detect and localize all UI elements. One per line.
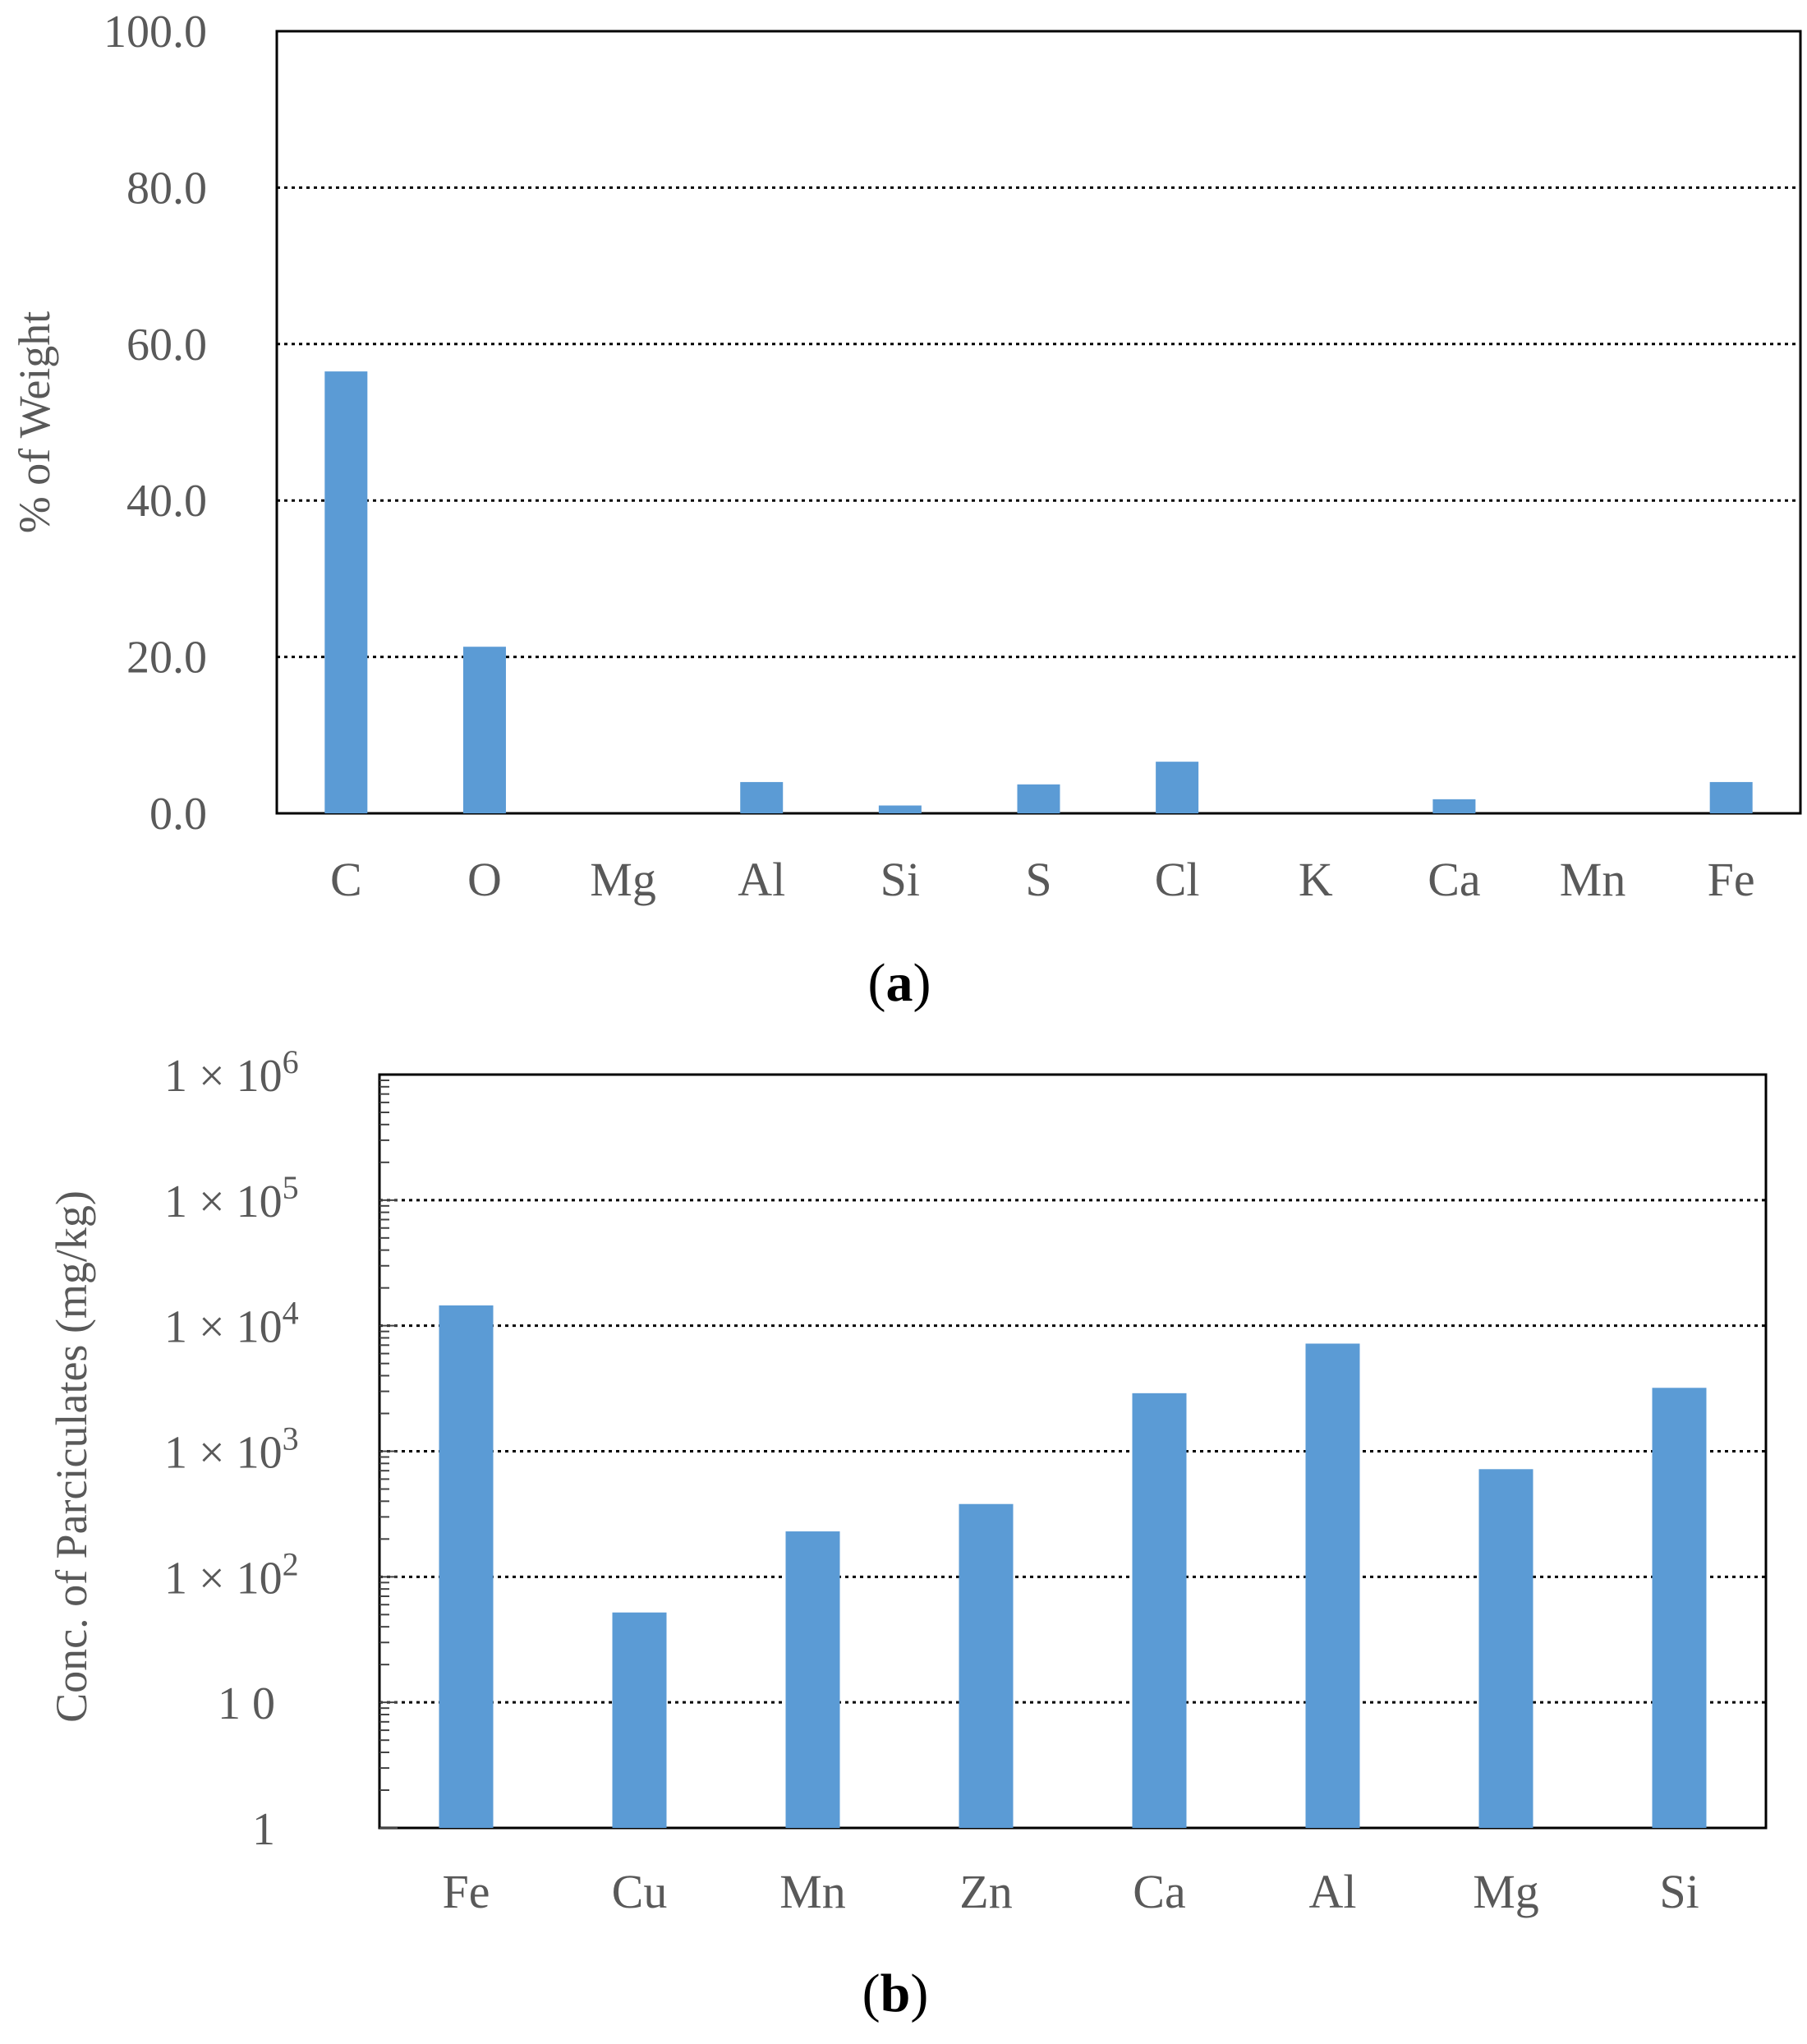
y-tick-label-b: 1 × 105	[164, 1169, 299, 1227]
y-tick-base: 1 × 10	[164, 1176, 283, 1227]
y-tick-label-b: 1	[252, 1804, 275, 1855]
x-tick-label-a: Mn	[1560, 853, 1626, 906]
y-axis-label-a: % of Weight	[10, 311, 59, 534]
x-tick-label-a: O	[467, 853, 502, 906]
x-tick-label-a: Ca	[1428, 853, 1480, 906]
x-tick-label-a: Cl	[1155, 853, 1200, 906]
x-tick-label-a: Si	[881, 853, 920, 906]
bar-b-Cu	[612, 1612, 667, 1828]
bar-a-Cl	[1156, 762, 1199, 813]
panel-label-letter-b: b	[881, 1963, 911, 2023]
y-tick-exponent: 5	[283, 1169, 299, 1206]
x-tick-label-a: Mg	[590, 853, 656, 906]
bar-a-O	[462, 647, 506, 813]
panel-label-paren: )	[910, 1963, 928, 2023]
y-tick-label-b: 1 × 104	[164, 1295, 299, 1353]
y-tick-label-b: 1 × 103	[164, 1420, 299, 1479]
bar-b-Al	[1305, 1343, 1360, 1828]
y-tick-exponent: 6	[283, 1043, 299, 1080]
bar-b-Fe	[439, 1305, 494, 1828]
y-tick-base: 1 × 10	[164, 1051, 283, 1102]
y-tick-exponent: 2	[283, 1545, 299, 1582]
bar-b-Mn	[785, 1531, 840, 1828]
bar-a-Si	[878, 805, 922, 813]
x-tick-label-a: Fe	[1708, 853, 1755, 906]
x-tick-label-b: Ca	[1133, 1865, 1185, 1918]
y-tick-label-b: 1 0	[218, 1678, 275, 1729]
bar-b-Si	[1652, 1388, 1707, 1828]
x-tick-label-b: Mg	[1473, 1865, 1539, 1918]
y-tick-exponent: 3	[283, 1420, 299, 1457]
bar-a-Ca	[1432, 799, 1476, 813]
x-tick-label-b: Si	[1659, 1865, 1699, 1918]
panel-label-b: (b)	[862, 1963, 929, 2023]
y-tick-label-a: 80.0	[126, 163, 207, 214]
bar-a-Al	[740, 781, 784, 813]
y-tick-label-b: 1 × 102	[164, 1545, 299, 1604]
x-tick-label-a: S	[1025, 853, 1051, 906]
bar-a-C	[324, 371, 368, 813]
y-tick-label-a: 60.0	[126, 320, 207, 371]
panel-label-paren: (	[862, 1963, 881, 2023]
y-tick-label-b: 1 × 106	[164, 1043, 299, 1102]
y-axis-label-b: Conc. of Parciculates (mg/kg)	[47, 1190, 96, 1723]
panel-label-a: (a)	[868, 953, 931, 1013]
y-tick-label-a: 0.0	[149, 789, 207, 840]
y-tick-label-a: 100.0	[103, 7, 207, 58]
x-tick-label-a: Al	[738, 853, 785, 906]
y-tick-base: 1 × 10	[164, 1302, 283, 1353]
y-tick-base: 1 × 10	[164, 1428, 283, 1479]
bar-b-Ca	[1132, 1393, 1187, 1828]
panel-label-letter-a: a	[886, 953, 913, 1013]
bar-b-Mg	[1478, 1469, 1533, 1828]
bar-a-S	[1017, 784, 1060, 813]
x-tick-label-b: Al	[1309, 1865, 1357, 1918]
y-tick-label-a: 20.0	[126, 633, 207, 684]
x-tick-label-a: K	[1299, 853, 1333, 906]
chart-panel-a: 0.0 20.0 40.0 60.0 80.0 100.0 C O Mg Al Si S Cl K Ca Mn…	[10, 7, 1802, 1013]
y-tick-base: 1 × 10	[164, 1553, 283, 1604]
plot-area-a	[275, 30, 1802, 815]
bar-b-Zn	[959, 1503, 1014, 1828]
panel-label-paren: (	[868, 953, 886, 1013]
panel-label-paren: )	[913, 953, 931, 1013]
y-tick-exponent: 4	[283, 1295, 299, 1332]
bar-a-Fe	[1709, 781, 1753, 813]
x-tick-label-b: Mn	[779, 1865, 846, 1918]
y-tick-label-a: 40.0	[126, 476, 207, 527]
x-tick-label-b: Zn	[959, 1865, 1012, 1918]
x-tick-label-b: Fe	[443, 1865, 490, 1918]
x-tick-label-b: Cu	[612, 1865, 668, 1918]
x-tick-label-a: C	[330, 853, 362, 906]
